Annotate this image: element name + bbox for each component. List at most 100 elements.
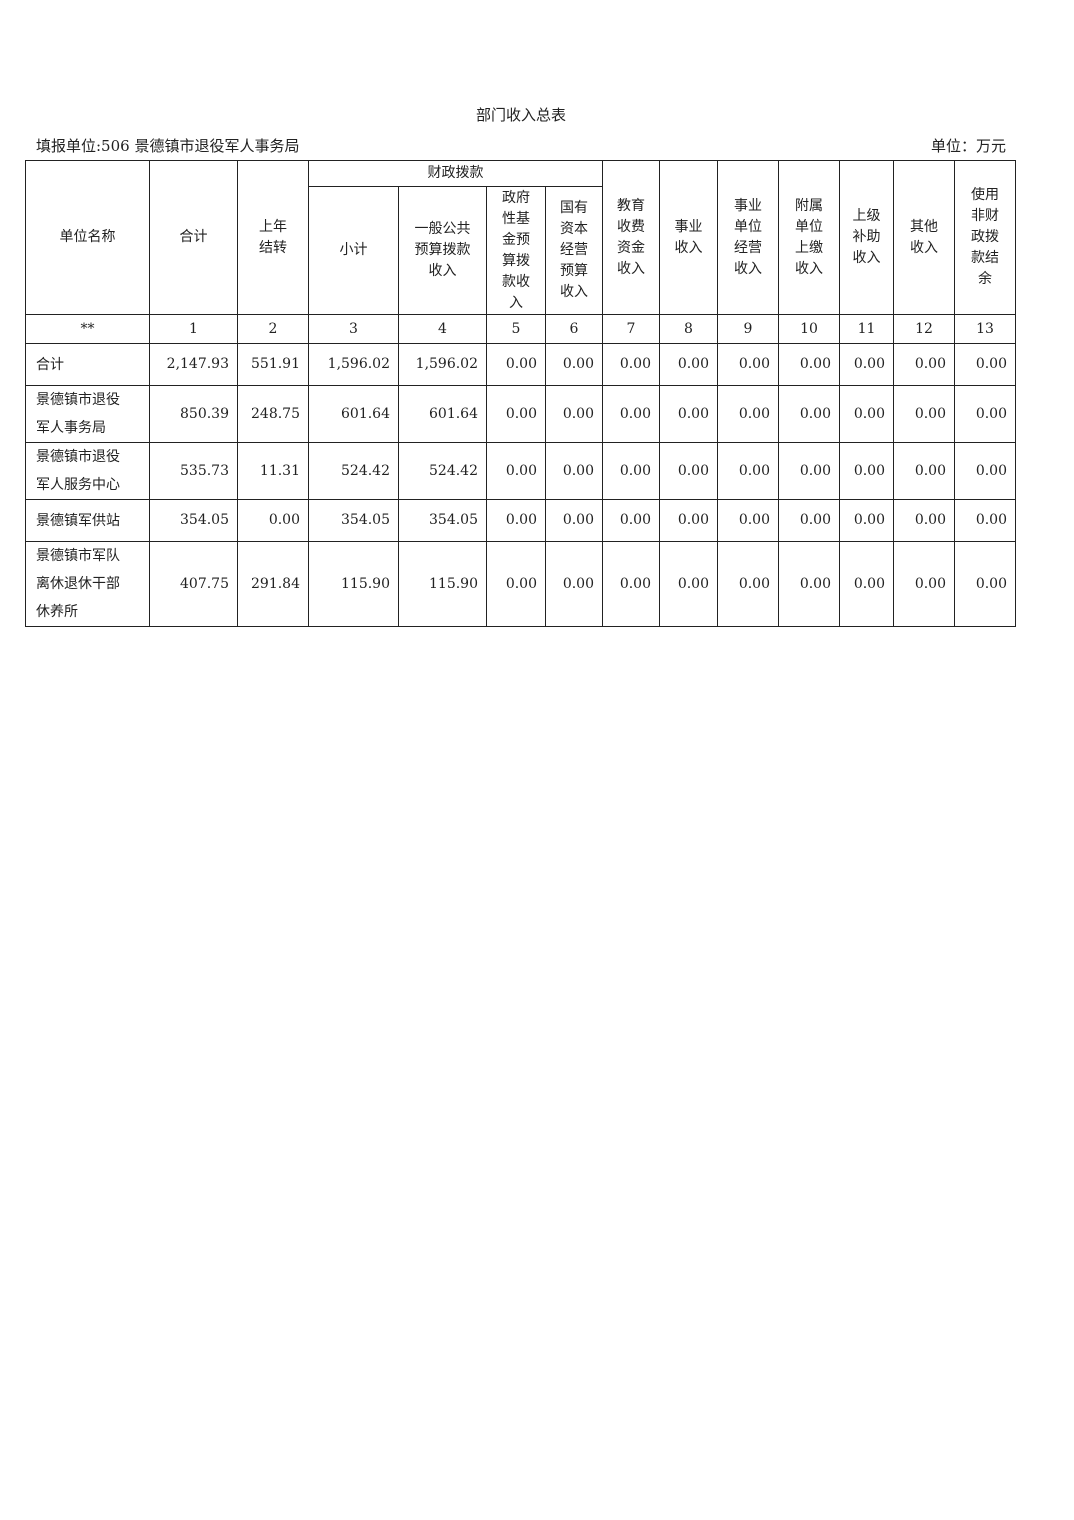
value-cell: 0.00 — [486, 343, 546, 386]
header-name: 单位名称 — [25, 160, 150, 315]
value-cell: 0.00 — [839, 343, 894, 386]
value-cell: 0.00 — [954, 541, 1016, 627]
index-row: ** 1 2 3 4 5 6 7 8 9 10 11 12 13 — [25, 314, 1016, 344]
value-cell: 0.00 — [717, 343, 779, 386]
value-cell: 0.00 — [545, 541, 603, 627]
value-cell: 0.00 — [717, 385, 779, 443]
value-cell: 354.05 — [308, 499, 399, 542]
value-cell: 0.00 — [717, 442, 779, 500]
index-cell: 13 — [954, 314, 1016, 344]
value-cell: 354.05 — [149, 499, 238, 542]
value-cell: 0.00 — [602, 499, 660, 542]
header-subtotal: 小计 — [308, 186, 399, 315]
index-cell: 11 — [839, 314, 894, 344]
value-cell: 535.73 — [149, 442, 238, 500]
unit-name-cell: 景德镇市退役 军人事务局 — [25, 385, 150, 443]
value-cell: 0.00 — [602, 343, 660, 386]
header-carryover: 上年 结转 — [237, 160, 309, 315]
header-superior: 上级 补助 收入 — [839, 160, 894, 315]
value-cell: 0.00 — [954, 385, 1016, 443]
index-cell: 6 — [545, 314, 603, 344]
page-title: 部门收入总表 — [475, 106, 566, 124]
value-cell: 291.84 — [237, 541, 309, 627]
value-cell: 0.00 — [659, 499, 718, 542]
value-cell: 0.00 — [545, 343, 603, 386]
value-cell: 248.75 — [237, 385, 309, 443]
value-cell: 0.00 — [602, 541, 660, 627]
value-cell: 0.00 — [893, 442, 955, 500]
value-cell: 0.00 — [839, 499, 894, 542]
value-cell: 0.00 — [659, 442, 718, 500]
header-other: 其他 收入 — [893, 160, 955, 315]
value-cell: 524.42 — [398, 442, 487, 500]
table-row: 景德镇市退役 军人服务中心 535.73 11.31 524.42 524.42 0.00… — [25, 442, 1016, 500]
table-row: 景德镇军供站 354.05 0.00 354.05 354.05 0.00 0.00 0.00… — [25, 499, 1016, 542]
value-cell: 0.00 — [602, 442, 660, 500]
index-cell: 12 — [893, 314, 955, 344]
value-cell: 0.00 — [545, 499, 603, 542]
value-cell: 0.00 — [778, 499, 840, 542]
header-affiliated: 附属 单位 上缴 收入 — [778, 160, 840, 315]
value-cell: 0.00 — [778, 541, 840, 627]
index-cell: ** — [25, 314, 150, 344]
fill-unit: 填报单位:506 景德镇市退役军人事务局 — [36, 137, 300, 155]
value-cell: 0.00 — [717, 499, 779, 542]
value-cell: 601.64 — [398, 385, 487, 443]
value-cell: 115.90 — [308, 541, 399, 627]
value-cell: 2,147.93 — [149, 343, 238, 386]
value-cell: 0.00 — [954, 343, 1016, 386]
value-cell: 0.00 — [778, 385, 840, 443]
value-cell: 551.91 — [237, 343, 309, 386]
value-cell: 0.00 — [893, 541, 955, 627]
value-cell: 0.00 — [659, 343, 718, 386]
value-cell: 0.00 — [545, 442, 603, 500]
header-education: 教育 收费 资金 收入 — [602, 160, 660, 315]
header-subrow: 小计 一般公共 预算拨款 收入 政府 性基 金预 算拨 款收 入 国有 资本 经… — [26, 186, 1016, 315]
value-cell: 0.00 — [717, 541, 779, 627]
value-cell: 0.00 — [486, 442, 546, 500]
value-cell: 0.00 — [893, 385, 955, 443]
value-cell: 0.00 — [602, 385, 660, 443]
value-cell: 0.00 — [486, 499, 546, 542]
value-cell: 0.00 — [659, 541, 718, 627]
unit-name-cell: 合计 — [25, 343, 150, 386]
value-cell: 0.00 — [839, 541, 894, 627]
value-cell: 524.42 — [308, 442, 399, 500]
header-total: 合计 — [149, 160, 238, 315]
value-cell: 354.05 — [398, 499, 487, 542]
value-cell: 0.00 — [778, 343, 840, 386]
header-general: 一般公共 预算拨款 收入 — [398, 186, 487, 315]
value-cell: 0.00 — [954, 442, 1016, 500]
index-cell: 5 — [486, 314, 546, 344]
value-cell: 0.00 — [545, 385, 603, 443]
value-cell: 0.00 — [486, 385, 546, 443]
income-summary-table: 单位名称 合计 上年 结转 财政拨款 教育 收费 资金 收入 事业 收入 事业 … — [25, 160, 1016, 627]
value-cell: 0.00 — [237, 499, 309, 542]
index-cell: 4 — [398, 314, 487, 344]
table-row: 景德镇市退役 军人事务局 850.39 248.75 601.64 601.64 0.00… — [25, 385, 1016, 443]
index-cell: 2 — [237, 314, 309, 344]
value-cell: 601.64 — [308, 385, 399, 443]
value-cell: 0.00 — [486, 541, 546, 627]
index-cell: 9 — [717, 314, 779, 344]
index-cell: 10 — [778, 314, 840, 344]
header-operation: 事业 单位 经营 收入 — [717, 160, 779, 315]
header-nonfiscal: 使用 非财 政拨 款结 余 — [954, 160, 1016, 315]
value-cell: 0.00 — [659, 385, 718, 443]
unit-name-cell: 景德镇军供站 — [25, 499, 150, 542]
header-row: 单位名称 合计 上年 结转 财政拨款 教育 收费 资金 收入 事业 收入 事业 … — [25, 160, 1016, 315]
index-cell: 7 — [602, 314, 660, 344]
header-fiscal-group: 财政拨款 — [308, 160, 603, 187]
value-cell: 0.00 — [839, 442, 894, 500]
header-state-capital: 国有 资本 经营 预算 收入 — [545, 186, 603, 315]
value-cell: 0.00 — [893, 499, 955, 542]
value-cell: 0.00 — [839, 385, 894, 443]
unit-name-cell: 景德镇市军队 离休退休干部 休养所 — [25, 541, 150, 627]
table-row: 合计 2,147.93 551.91 1,596.02 1,596.02 0.00 0.00… — [25, 343, 1016, 386]
value-cell: 0.00 — [778, 442, 840, 500]
header-gov-fund: 政府 性基 金预 算拨 款收 入 — [486, 186, 546, 315]
index-cell: 8 — [659, 314, 718, 344]
value-cell: 1,596.02 — [398, 343, 487, 386]
currency-unit: 单位：万元 — [930, 137, 1006, 155]
value-cell: 0.00 — [954, 499, 1016, 542]
